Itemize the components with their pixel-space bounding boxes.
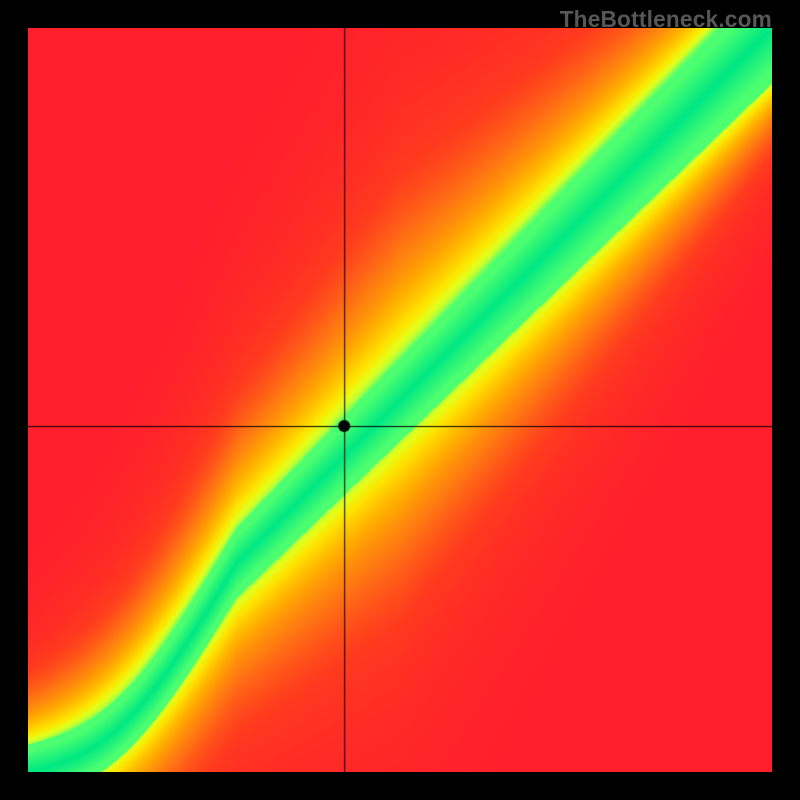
heatmap-canvas (28, 28, 772, 772)
chart-frame: TheBottleneck.com (0, 0, 800, 800)
heatmap-plot (28, 28, 772, 772)
